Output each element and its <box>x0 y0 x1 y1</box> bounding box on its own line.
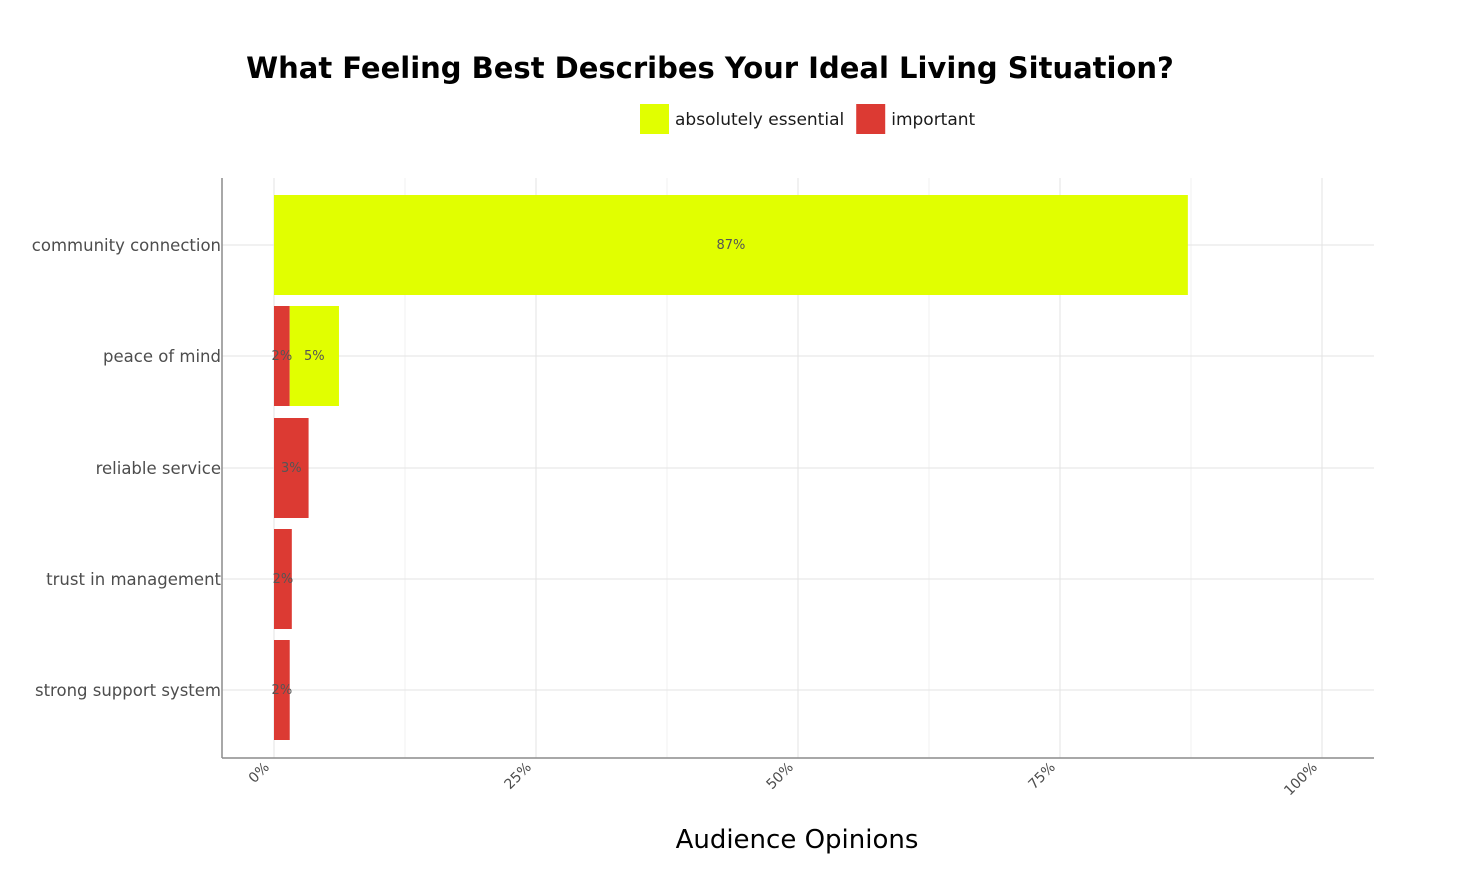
legend-label: absolutely essential <box>675 110 844 130</box>
x-tick-label: 100% <box>1281 760 1321 800</box>
bar-segment <box>289 306 339 406</box>
chart-title: What Feeling Best Describes Your Ideal L… <box>246 51 1174 85</box>
x-tick-labels: 0% 25% 50% 75% 100% <box>246 760 1321 800</box>
data-labels: 87% 2% 5% 3% 2% 2% <box>272 238 746 698</box>
bar-segment <box>274 640 290 740</box>
category-labels: community connection peace of mind reliabl… <box>32 236 222 700</box>
x-tick-label: 0% <box>246 760 273 787</box>
x-tick-label: 25% <box>502 760 535 793</box>
x-tick-label: 75% <box>1026 760 1059 793</box>
axes <box>221 178 1374 759</box>
legend-swatch <box>640 104 669 134</box>
bar-segment <box>274 306 290 406</box>
data-label: 2% <box>272 349 293 364</box>
category-label: trust in management <box>46 570 221 589</box>
legend-item: important <box>856 104 976 134</box>
bar-segment <box>274 195 1188 295</box>
data-label: 5% <box>304 349 325 364</box>
bars <box>274 195 1188 740</box>
data-label: 2% <box>272 683 293 698</box>
category-label: community connection <box>32 236 221 255</box>
legend: absolutely essential important <box>640 104 976 134</box>
bar-segment <box>274 529 292 629</box>
legend-swatch <box>856 104 886 134</box>
category-label: reliable service <box>96 459 221 478</box>
x-tick-label: 50% <box>764 760 797 793</box>
data-label: 2% <box>273 572 294 587</box>
category-label: strong support system <box>35 681 221 700</box>
legend-label: important <box>891 110 975 130</box>
legend-item: absolutely essential <box>640 104 844 134</box>
category-label: peace of mind <box>103 347 221 366</box>
data-label: 87% <box>716 238 745 253</box>
bar-segment <box>274 418 309 518</box>
data-label: 3% <box>281 461 302 476</box>
x-axis-title: Audience Opinions <box>676 825 919 855</box>
